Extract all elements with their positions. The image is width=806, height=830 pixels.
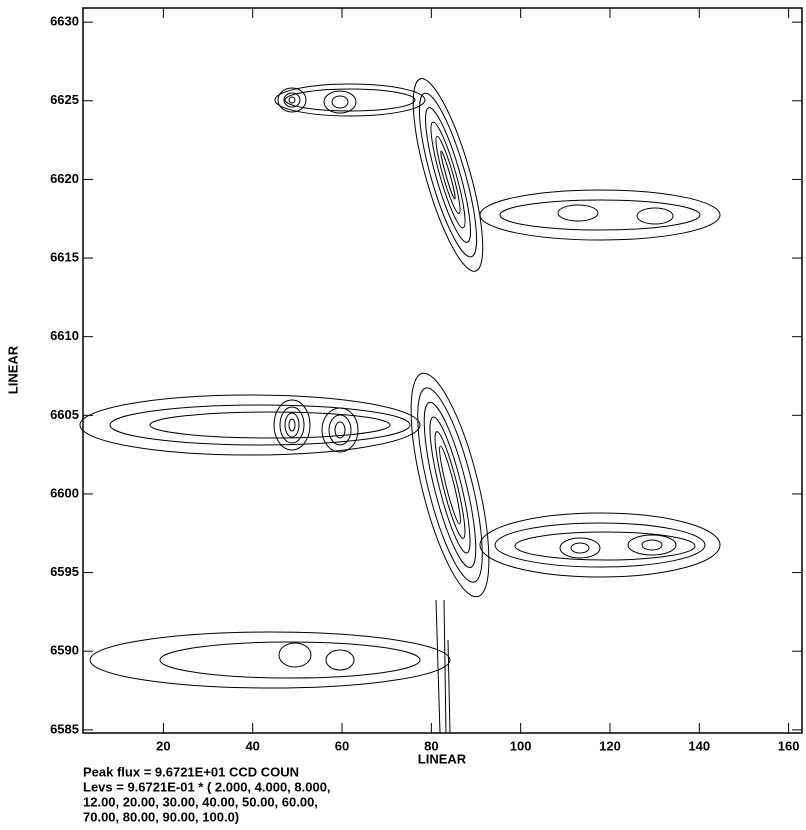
x-tick-label: 100 — [510, 738, 532, 753]
x-tick-label: 80 — [424, 738, 438, 753]
y-tick-label: 6595 — [50, 564, 79, 579]
y-tick-label: 6620 — [50, 171, 79, 186]
y-tick-label: 6625 — [50, 92, 79, 107]
note: 12.00, 20.00, 30.00, 40.00, 50.00, 60.00… — [83, 794, 318, 809]
y-tick-label: 6600 — [50, 485, 79, 500]
x-tick-label: 40 — [245, 738, 259, 753]
y-tick-label: 6615 — [50, 249, 79, 264]
note: 70.00, 80.00, 90.00, 100.0) — [83, 809, 239, 824]
y-tick-label: 6585 — [50, 721, 79, 736]
note: Peak flux = 9.6721E+01 CCD COUN — [83, 764, 299, 779]
note: Levs = 9.6721E-01 * ( 2.000, 4.000, 8.00… — [83, 779, 331, 794]
plot-frame — [82, 7, 803, 734]
x-tick-label: 140 — [688, 738, 710, 753]
y-tick-label: 6630 — [50, 14, 79, 29]
x-tick-label: 120 — [599, 738, 621, 753]
x-axis-label: LINEAR — [418, 751, 467, 766]
contours — [79, 78, 721, 734]
x-tick-label: 160 — [778, 738, 800, 753]
x-tick-label: 20 — [156, 738, 170, 753]
y-tick-label: 6605 — [50, 407, 79, 422]
y-axis-label: LINEAR — [5, 345, 20, 394]
x-tick-label: 60 — [335, 738, 349, 753]
y-tick-label: 6610 — [50, 328, 79, 343]
y-tick-label: 6590 — [50, 643, 79, 658]
